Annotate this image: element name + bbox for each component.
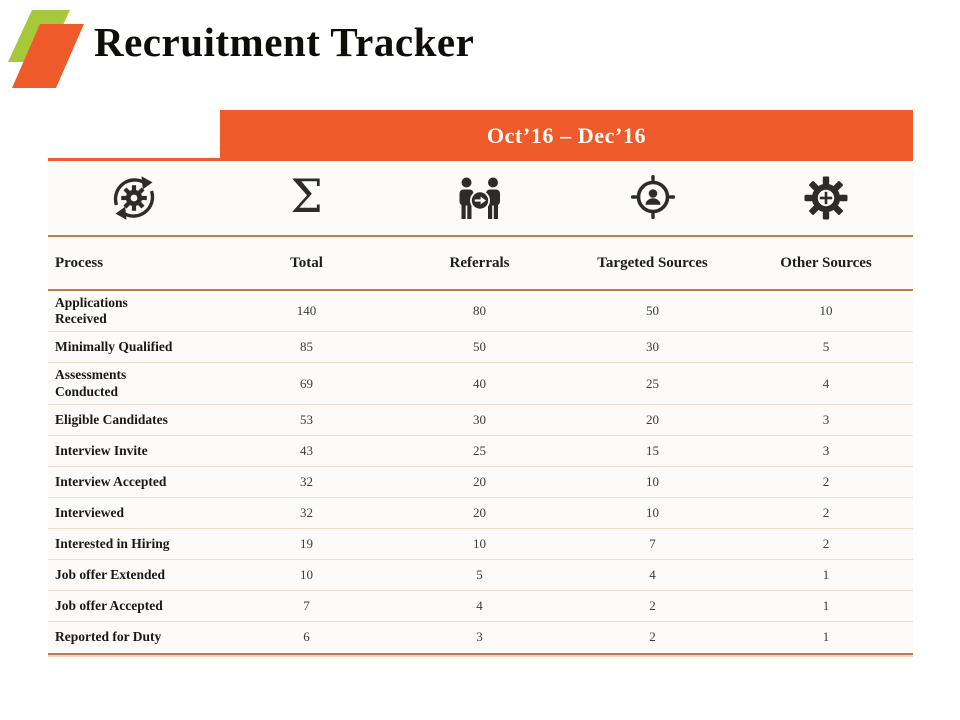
process-cell: Applications Received — [55, 295, 128, 327]
value-cell: 3 — [476, 629, 483, 645]
page-title: Recruitment Tracker — [94, 19, 475, 65]
value-cell: 7 — [303, 597, 310, 613]
target-person-icon — [627, 172, 679, 224]
value-cell: 2 — [822, 535, 830, 551]
value-cell: 10 — [819, 303, 833, 319]
table-row: Job offer Extended 10 5 4 1 — [48, 560, 913, 591]
value-cell: 32 — [300, 504, 313, 520]
process-cell: Eligible Candidates — [55, 411, 168, 427]
value-cell: 32 — [300, 473, 313, 489]
table-bottom-border — [48, 652, 913, 655]
value-cell: 10 — [300, 566, 313, 582]
table-row: Interested in Hiring 19 10 7 2 — [48, 529, 913, 560]
value-cell: 2 — [649, 629, 656, 645]
value-cell: 1 — [822, 629, 830, 645]
table-row: Reported for Duty 6 3 2 1 — [48, 622, 913, 653]
process-cell: Job offer Extended — [55, 566, 165, 582]
value-cell: 4 — [476, 597, 483, 613]
period-underline — [48, 158, 220, 161]
value-cell: 25 — [473, 442, 486, 458]
table-body: Applications Received 140 80 50 10 Minim… — [48, 291, 913, 653]
value-cell: 40 — [473, 375, 486, 391]
table-row: Interview Accepted 32 20 10 2 — [48, 467, 913, 498]
value-cell: 19 — [300, 535, 313, 551]
value-cell: 53 — [300, 411, 313, 427]
value-cell: 140 — [296, 303, 317, 319]
process-cell: Interested in Hiring — [55, 535, 170, 551]
process-cell: Interview Invite — [55, 442, 148, 458]
value-cell: 1 — [822, 597, 830, 613]
column-header-total: Total — [290, 254, 323, 271]
value-cell: 6 — [303, 629, 310, 645]
value-cell: 2 — [649, 597, 656, 613]
value-cell: 4 — [649, 566, 656, 582]
value-cell: 4 — [822, 375, 830, 391]
value-cell: 3 — [822, 442, 830, 458]
gear-plus-icon — [802, 174, 850, 222]
value-cell: 50 — [646, 303, 659, 319]
value-cell: 5 — [822, 339, 830, 355]
period-banner-label: Oct’16 – Dec’16 — [486, 122, 647, 148]
sigma-glyph: Σ — [290, 169, 323, 223]
value-cell: 50 — [473, 339, 486, 355]
table-row: Minimally Qualified 85 50 30 5 — [48, 332, 913, 364]
table-row: Interviewed 32 20 10 2 — [48, 498, 913, 529]
column-header-referrals: Referrals — [449, 254, 510, 271]
value-cell: 25 — [646, 375, 659, 391]
gear-sync-icon — [110, 174, 158, 222]
value-cell: 69 — [300, 375, 313, 391]
value-cell: 80 — [473, 303, 486, 319]
value-cell: 10 — [473, 535, 486, 551]
people-transfer-icon — [454, 174, 506, 222]
table-row: Eligible Candidates 53 30 20 3 — [48, 405, 913, 436]
value-cell: 43 — [300, 442, 313, 458]
process-cell: Minimally Qualified — [55, 339, 173, 355]
column-header-other-sources: Other Sources — [780, 254, 872, 271]
process-cell: Interview Accepted — [55, 473, 167, 489]
table-header-row: Process Total Referrals Targeted Sources… — [48, 237, 913, 291]
table-bottom-border-shadow — [48, 654, 913, 657]
value-cell: 2 — [822, 473, 830, 489]
table-row: Job offer Accepted 7 4 2 1 — [48, 591, 913, 622]
table-row: Interview Invite 43 25 15 3 — [48, 436, 913, 467]
period-banner: Oct’16 – Dec’16 — [220, 110, 913, 161]
logo — [4, 6, 88, 92]
column-header-process: Process — [55, 254, 104, 271]
process-cell: Reported for Duty — [55, 629, 162, 645]
value-cell: 5 — [476, 566, 483, 582]
table-row: Assessments Conducted 69 40 25 4 — [48, 363, 913, 405]
column-icons-row: Σ — [48, 161, 913, 237]
value-cell: 2 — [822, 504, 830, 520]
process-cell: Assessments Conducted — [55, 367, 127, 399]
value-cell: 20 — [473, 504, 486, 520]
value-cell: 30 — [646, 339, 659, 355]
value-cell: 20 — [473, 473, 486, 489]
value-cell: 20 — [646, 411, 659, 427]
table-row: Applications Received 140 80 50 10 — [48, 291, 913, 333]
value-cell: 10 — [646, 473, 659, 489]
value-cell: 10 — [646, 504, 659, 520]
value-cell: 15 — [646, 442, 659, 458]
value-cell: 7 — [649, 535, 656, 551]
logo-orange-shape — [12, 24, 84, 88]
value-cell: 1 — [822, 566, 830, 582]
value-cell: 3 — [822, 411, 830, 427]
sigma-icon: Σ — [290, 169, 323, 223]
process-cell: Interviewed — [55, 504, 124, 520]
value-cell: 85 — [300, 339, 313, 355]
value-cell: 30 — [473, 411, 486, 427]
recruitment-table: Σ — [48, 161, 913, 657]
process-cell: Job offer Accepted — [55, 597, 163, 613]
column-header-targeted-sources: Targeted Sources — [597, 254, 708, 271]
